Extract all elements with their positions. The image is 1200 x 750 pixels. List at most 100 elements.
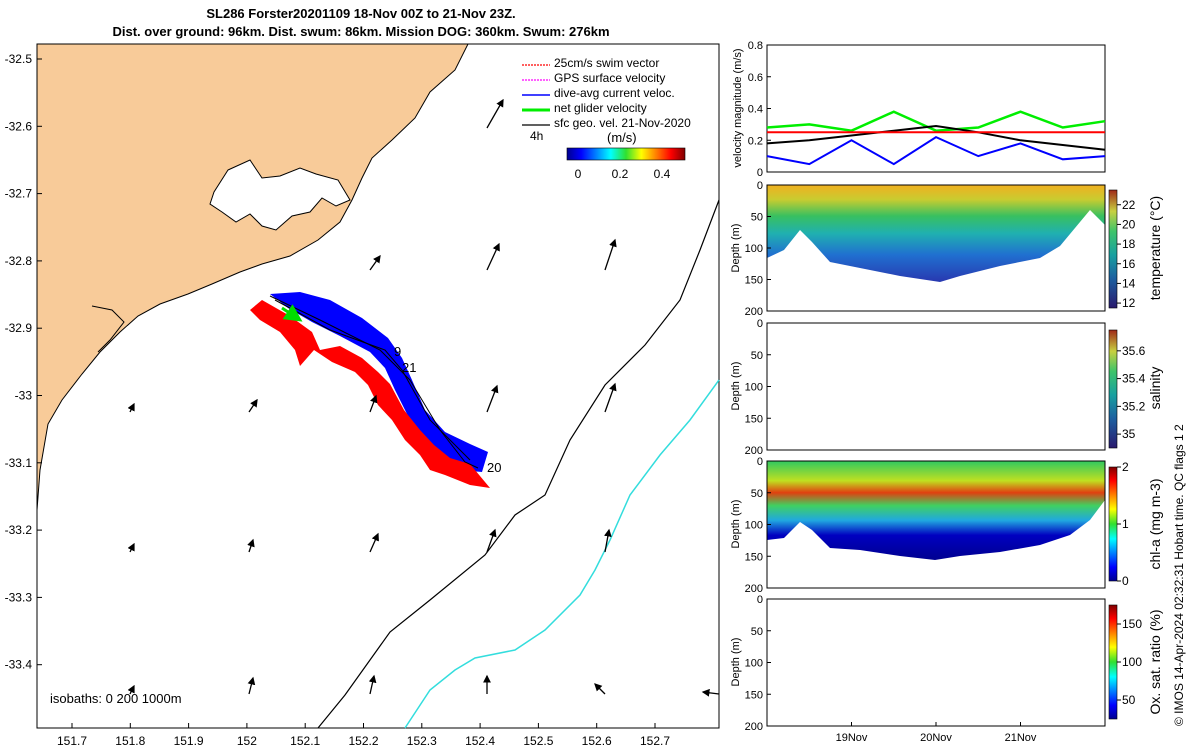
geo-velocity-arrow: [604, 382, 617, 413]
chl-yticks-label: 0: [757, 456, 763, 468]
map-x-tick-label: 152.3: [407, 734, 437, 748]
temperature-ylabel: Depth (m): [730, 224, 742, 273]
oxygen-panel: 0 50 100 150 200 19Nov 20Nov 21Nov Depth (m) 5…: [730, 594, 1163, 744]
map-x-tick-label: 151.8: [115, 734, 145, 748]
map-y-tick-label: -32.8: [5, 254, 33, 268]
coastline-land: [37, 44, 469, 511]
oxygen-colorbar: [1108, 604, 1118, 720]
oxygen-colorbar-ticks: 50 100 150: [1117, 617, 1142, 707]
date-x-tick-label: 20Nov: [920, 732, 952, 744]
geo-velocity-arrow: [594, 683, 606, 695]
velocity-panel: 0 0.2 0.4 0.6 0.8 velocity magnitude (m/s): [732, 40, 1106, 179]
colorbar-unit: (m/s): [607, 130, 637, 145]
map-x-tick-label: 152.4: [465, 734, 495, 748]
sal-yticks-label: 150: [745, 413, 763, 425]
temp-cbticks-label: 20: [1122, 217, 1136, 231]
velocity-y-tick-label: 0: [757, 167, 763, 179]
map-y-tick-label: -32.9: [5, 321, 33, 335]
date-x-tick-label: 19Nov: [836, 732, 868, 744]
salinity-y-ticks: 0 50 100 150 200: [745, 318, 771, 457]
temp-cbticks-label: 22: [1122, 198, 1136, 212]
velocity-series-line-2: [766, 124, 1106, 151]
temperature-y-ticks: 0 50 100 150 200: [745, 180, 771, 318]
legend-label-gps-velocity: GPS surface velocity: [554, 71, 665, 85]
geo-velocity-arrow: [127, 402, 135, 413]
map-x-tick-label: 152.6: [582, 734, 612, 748]
temp-yticks-label: 200: [745, 306, 763, 318]
sfc-geo-velocity-arrows: [127, 98, 720, 697]
geo-velocity-arrow: [701, 688, 720, 697]
velocity-series: [766, 110, 1106, 166]
sal-yticks-label: 0: [757, 318, 763, 330]
chla-colorbar-ticks: 0 1 2: [1117, 460, 1129, 588]
oxygen-axes-frame: [766, 598, 1106, 727]
oxygen-x-ticks: 19Nov 20Nov 21Nov: [836, 722, 1037, 744]
velocity-series-line-0: [766, 110, 1106, 132]
map-legend: 25cm/s swim vector GPS surface velocity …: [522, 56, 691, 181]
temperature-colorbar-frame: [1108, 189, 1118, 309]
temp-cbticks-label: 14: [1122, 276, 1136, 290]
map-panel: 9 21 20 25cm/s swim vector GPS surface v…: [5, 43, 720, 748]
velocity-y-tick-label: 0.4: [748, 104, 763, 116]
chla-colorbar-label: chl-a (mg m-3): [1147, 478, 1163, 569]
map-x-ticks: 151.7 151.8 151.9 152 152.1 152.2 152.3 152.4 15…: [57, 723, 670, 748]
map-x-tick-label: 152.1: [290, 734, 320, 748]
geo-velocity-arrow: [368, 674, 377, 695]
map-y-tick-label: -33.3: [5, 590, 33, 604]
temperature-section: [767, 185, 1105, 282]
isobaths-label: isobaths: 0 200 1000m: [50, 691, 182, 706]
oxygen-y-ticks: 0 50 100 150 200: [745, 594, 771, 733]
ox-yticks-label: 150: [745, 689, 763, 701]
geo-velocity-arrow: [369, 394, 378, 413]
colorbar-tick-0.2: 0.2: [612, 167, 629, 181]
track-label-9: 9: [394, 344, 401, 359]
map-y-tick-label: -33.4: [5, 658, 33, 672]
ox-yticks-label: 100: [745, 658, 763, 670]
ox-cbticks-label: 50: [1122, 693, 1136, 707]
chart-title-line1: SL286 Forster20201109 18-Nov 00Z to 21-N…: [206, 6, 516, 21]
isobath-200m: [317, 199, 720, 729]
geo-velocity-arrow: [604, 238, 617, 271]
sal-yticks-label: 50: [751, 350, 763, 362]
salinity-ylabel: Depth (m): [730, 362, 742, 411]
coastal-lake: [209, 159, 351, 231]
legend-label-swim-vector: 25cm/s swim vector: [554, 56, 659, 70]
oxygen-ylabel: Depth (m): [730, 638, 742, 687]
velocity-series-line-1: [766, 135, 1106, 166]
map-x-tick-label: 152.7: [640, 734, 670, 748]
map-y-tick-label: -32.7: [5, 187, 33, 201]
chla-section: [767, 461, 1105, 560]
speed-colorbar: [566, 147, 686, 161]
salinity-colorbar-ticks: 35 35.2 35.4 35.6: [1117, 344, 1146, 441]
chl-cbticks-label: 0: [1122, 574, 1129, 588]
geo-velocity-arrow: [486, 528, 497, 553]
glider-track-blue: [270, 292, 488, 472]
temp-yticks-label: 0: [757, 180, 763, 192]
ox-yticks-label: 200: [745, 721, 763, 733]
net-glider-velocity-arrow: [281, 304, 303, 322]
river-inlet: [91, 305, 125, 353]
ox-yticks-label: 50: [751, 626, 763, 638]
temperature-colorbar-ticks: 12 14 16 18 20 22: [1117, 198, 1136, 310]
glider-track-red: [250, 300, 490, 488]
velocity-y-tick-label: 0.2: [748, 135, 763, 147]
salinity-colorbar-label: salinity: [1147, 367, 1163, 410]
geo-velocity-arrow: [604, 528, 612, 553]
date-x-tick-label: 21Nov: [1005, 732, 1037, 744]
chart-title-line2: Dist. over ground: 96km. Dist. swum: 86k…: [112, 24, 610, 39]
isobath-1000m: [404, 379, 720, 729]
salinity-colorbar: [1108, 329, 1118, 449]
map-x-tick-label: 151.9: [174, 734, 204, 748]
temp-yticks-label: 100: [745, 243, 763, 255]
map-axes-frame: [36, 43, 720, 729]
velocity-y-ticks: 0 0.2 0.4 0.6 0.8: [748, 40, 771, 179]
chl-yticks-label: 100: [745, 520, 763, 532]
oxygen-colorbar-label: Ox. sat. ratio (%): [1147, 609, 1163, 714]
legend-label-dive-avg: dive-avg current veloc.: [554, 86, 675, 100]
map-y-tick-label: -33.2: [5, 523, 33, 537]
sal-yticks-label: 100: [745, 382, 763, 394]
sal-cbticks-label: 35.2: [1122, 399, 1146, 413]
track-label-21: 21: [402, 360, 416, 375]
temperature-panel: 0 50 100 150 200 Depth (m) 12 14 16 18 20 22 temp…: [730, 180, 1163, 318]
map-y-tick-label: -32.6: [5, 119, 33, 133]
